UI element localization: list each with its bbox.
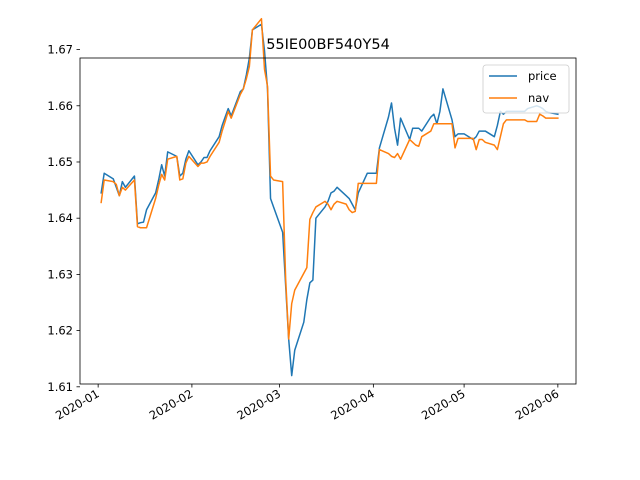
x-tick-label: 2020-05 <box>419 386 468 422</box>
y-tick-label: 1.61 <box>47 380 73 394</box>
series-layer <box>100 17 559 377</box>
series-line-nav <box>100 17 559 340</box>
y-tick-label: 1.66 <box>47 99 73 113</box>
y-tick-label: 1.67 <box>47 43 73 57</box>
x-tick-label: 2020-06 <box>513 386 562 422</box>
y-tick-label: 1.64 <box>47 211 73 225</box>
x-axis: 2020-01 2020-02 2020-03 2020-04 2020-05 2020-… <box>53 384 561 423</box>
legend-label-price: price <box>528 69 557 83</box>
x-tick-label: 2020-02 <box>147 386 196 422</box>
plot-area-frame <box>79 57 577 385</box>
legend: price nav <box>482 64 570 114</box>
y-axis: 1.61 1.62 1.63 1.64 1.65 1.66 1.67 <box>47 43 80 394</box>
chart-title: 55IE00BF540Y54 <box>266 37 390 53</box>
x-tick-label: 2020-03 <box>234 386 283 422</box>
x-tick-label: 2020-04 <box>328 386 377 422</box>
y-tick-label: 1.62 <box>47 324 73 338</box>
y-tick-label: 1.65 <box>47 155 73 169</box>
legend-box <box>482 64 570 114</box>
legend-label-nav: nav <box>528 91 549 105</box>
y-tick-label: 1.63 <box>47 267 73 281</box>
